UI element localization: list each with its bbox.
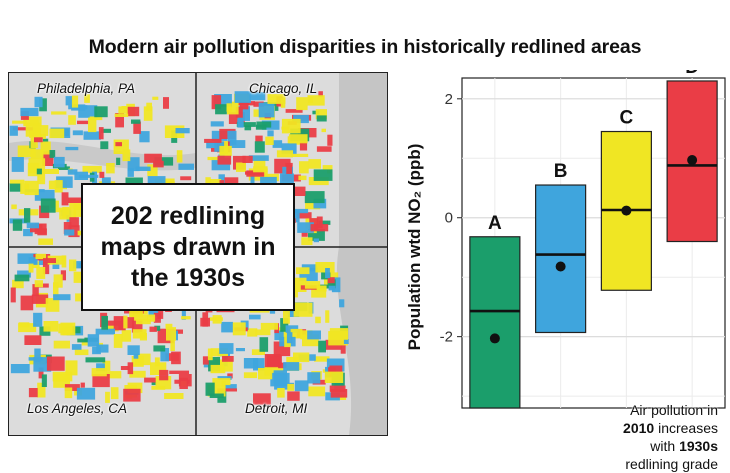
crossbar-A — [469, 236, 521, 409]
callout-line-3: the 1930s — [131, 263, 245, 292]
y-tick-label: 0 — [445, 210, 453, 227]
chart-annotation: Air pollution in 2010 increases with 193… — [623, 401, 718, 473]
mean-point-D — [687, 155, 698, 166]
annotation-with: with — [650, 438, 680, 454]
mean-point-B — [555, 261, 566, 272]
annotation-year-2010: 2010 — [623, 420, 655, 436]
annotation-line-2: 2010 increases — [623, 419, 718, 437]
city-label-los-angeles: Los Angeles, CA — [27, 401, 128, 416]
mean-point-C — [621, 205, 632, 216]
figure-title: Modern air pollution disparities in hist… — [88, 36, 642, 58]
callout-line-1: 202 redlining — [110, 201, 266, 230]
redlining-maps-panel: Philadelphia, PA Chicago, IL Los Angeles… — [8, 72, 388, 436]
annotation-1930s: 1930s — [679, 438, 718, 454]
bar-label-C: C — [620, 108, 634, 129]
annotation-line-4: redlining grade — [625, 456, 718, 472]
bar-label-D: D — [685, 70, 699, 78]
y-tick-label: -2 — [440, 329, 453, 346]
annotation-line-3: with 1930s — [623, 437, 718, 455]
redlining-maps-callout: 202 redlining maps drawn in the 1930s — [81, 183, 295, 311]
no2-chart: A B C D -2 0 2 Population wtd NO₂ (ppb) Air pol… — [390, 57, 730, 472]
no2-crossbar-plot: A B C D -2 0 2 Population wtd NO₂ (ppb) — [405, 57, 726, 409]
bar-label-A: A — [488, 213, 502, 234]
city-label-detroit: Detroit, MI — [245, 401, 308, 416]
city-label-chicago: Chicago, IL — [249, 81, 318, 96]
y-tick-label: 2 — [445, 91, 453, 108]
crossbar-B — [535, 184, 587, 334]
annotation-increases: increases — [654, 420, 718, 436]
bar-label-B: B — [554, 161, 568, 182]
city-label-philadelphia: Philadelphia, PA — [37, 81, 136, 96]
callout-line-2: maps drawn in — [100, 232, 276, 261]
y-axis-label: Population wtd NO₂ (ppb) — [405, 144, 424, 351]
mean-point-A — [489, 333, 500, 344]
annotation-line-1: Air pollution in — [630, 402, 718, 418]
